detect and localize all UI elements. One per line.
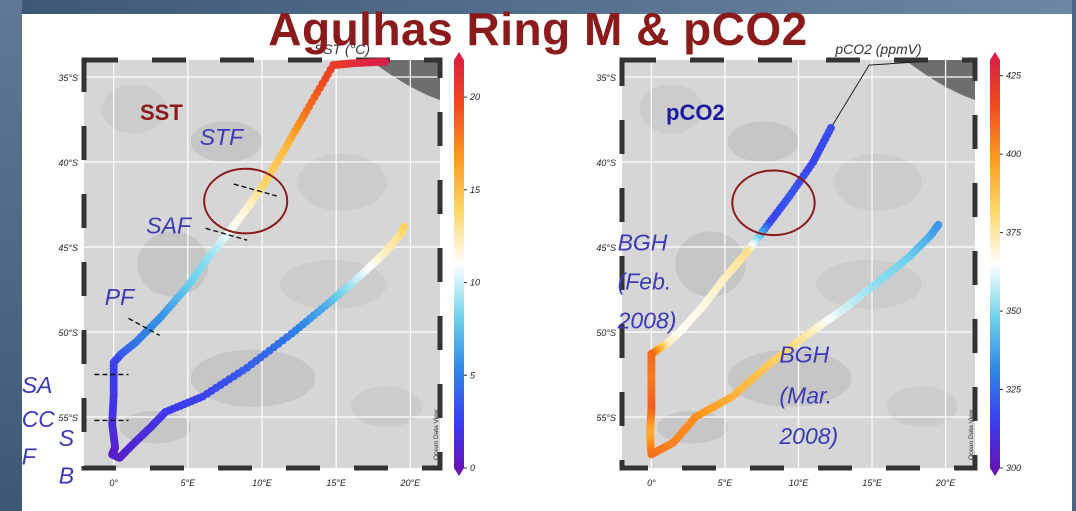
y-tick-label: 50°S [596,328,616,338]
x-tick-label: 0° [109,478,118,488]
land-shape [370,60,440,100]
map-frame [619,57,978,471]
x-tick-label: 10°E [252,478,273,488]
slide-left-strip [0,0,22,511]
colorbar-tick-label: 350 [1006,306,1021,316]
map-shading [190,349,316,407]
map-shading [727,349,852,407]
y-tick-label: 45°S [596,243,616,253]
x-tick-label: 5°E [181,478,197,488]
annotation-label: (Mar. [779,382,832,408]
y-tick-label: 45°S [58,243,78,253]
colorbar-tick-label: 300 [1006,463,1021,473]
chart-panel-1: 0° 5°E 10°E 15°E 20°E35°S40°S45°S50°S55°SSST… [22,41,481,488]
annotation-label: BGH [779,342,829,368]
chart-title: SST (°C) [314,41,370,57]
map-shading [101,84,166,134]
map-shading [833,153,923,211]
y-tick-label: 35°S [58,73,78,83]
slide-right-strip [1072,0,1076,511]
y-tick-label: 55°S [58,413,78,423]
colorbar-tick-label: 375 [1006,228,1022,238]
colorbar-tick-label: 20 [469,92,480,102]
panel-label: pCO2 [666,100,725,125]
x-tick-label: 5°E [718,478,734,488]
map-shading [351,386,423,428]
slide-title: Agulhas Ring M & pCO2 [268,3,808,55]
y-tick-label: 50°S [58,328,78,338]
map-shading [190,121,262,162]
ring-circle [203,167,289,235]
map-shading [297,153,387,211]
front-marker [205,227,248,241]
map-shading [727,121,799,162]
x-tick-label: 0° [647,478,656,488]
y-tick-label: 40°S [596,158,616,168]
annotation-label: BGH [618,229,668,255]
colorbar-tick-label: 400 [1006,149,1021,159]
side-credit-text: Ocean Data View [433,409,440,460]
x-tick-label: 20°E [400,478,422,488]
colorbar [454,52,464,476]
panel-label: SST [140,100,183,125]
track-line [830,61,921,129]
map-shading [674,231,746,297]
x-tick-label: 15°E [326,478,347,488]
slide-top-strip [0,0,1076,14]
x-tick-label: 20°E [935,478,957,488]
annotation-label: 2008) [778,423,838,449]
annotation-label: B [59,462,74,488]
map-frame [81,57,443,471]
annotation-label: S [59,425,75,451]
annotation-label: STF [200,124,245,150]
colorbar-tick-label: 0 [470,463,475,473]
annotation-label: F [22,444,38,470]
annotation-label: CC [22,406,56,432]
colorbar-tick-label: 425 [1006,71,1022,81]
colorbar-tick-label: 5 [470,370,476,380]
annotation-label: SAF [146,212,193,238]
map-shading [137,231,209,297]
map-shading [886,386,958,428]
chart-panel-2: 0° 5°E 10°E 15°E 20°E 35°S 40°S 45°S 50°S 55°S pCO… [596,41,1022,488]
colorbar [990,52,1000,476]
y-tick-label: 40°S [58,158,78,168]
y-tick-label: 35°S [596,73,616,83]
track-point [934,220,943,229]
colorbar-tick-label: 15 [470,185,481,195]
annotation-label: (Feb. [618,269,672,295]
track-point [400,222,409,231]
chart-title: pCO2 (ppmV) [834,41,921,57]
annotation-label: 2008) [617,308,677,334]
side-credit-text: Ocean Data View [968,409,975,460]
ring-circle [731,169,816,237]
colorbar-tick-label: 10 [470,278,480,288]
colorbar-tick-label: 325 [1006,385,1022,395]
y-tick-label: 55°S [596,413,616,423]
annotation-label: SA [22,372,53,398]
land-shape [905,60,975,100]
map-shading [639,84,704,134]
x-tick-label: 15°E [862,478,883,488]
annotation-label: PF [105,284,136,310]
x-tick-label: 10°E [789,478,810,488]
front-marker [128,317,160,337]
